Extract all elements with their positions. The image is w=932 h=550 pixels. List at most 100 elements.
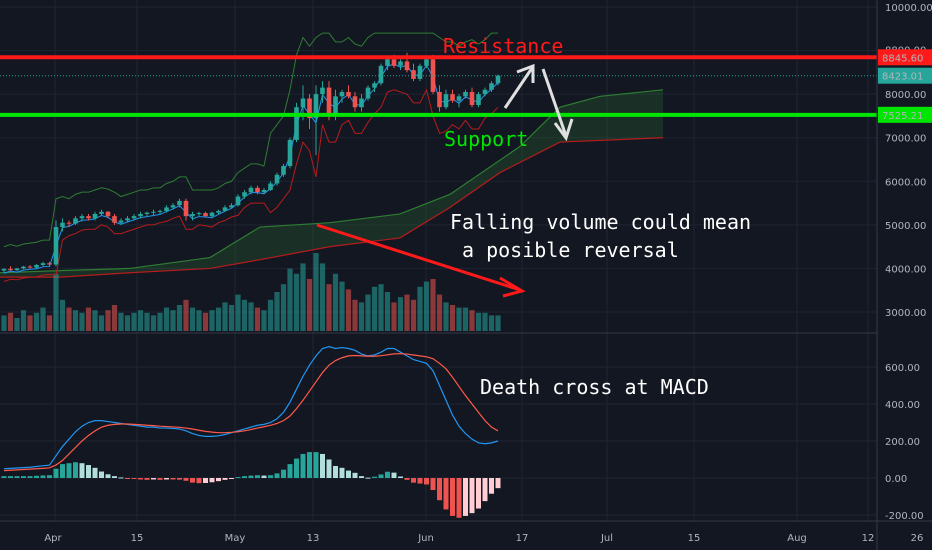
candle-body-27 [177, 200, 182, 206]
macd-hist-bar-60 [391, 472, 397, 478]
candle-body-70 [456, 96, 462, 101]
macd-hist-bar-8 [53, 468, 59, 478]
candle-41 [268, 181, 273, 191]
candle-4 [27, 264, 33, 269]
candle-body-17 [112, 216, 117, 223]
macd-hist-bar-25 [164, 478, 169, 480]
macd-line [3, 346, 499, 470]
candle-body-41 [268, 183, 273, 190]
price-tag-resistance: 8845.60 [878, 49, 932, 66]
macd-hist-bar-37 [242, 476, 247, 478]
candle-body-1 [8, 268, 13, 271]
candle-body-59 [385, 59, 390, 66]
candle-body-60 [391, 59, 397, 66]
candle-6 [40, 261, 46, 267]
candle-body-30 [196, 213, 202, 215]
price-tick-label-2: 5000.00 [885, 221, 926, 232]
candle-body-45 [294, 107, 299, 140]
volume-bar-32 [209, 310, 215, 331]
macd-hist-bar-51 [333, 465, 338, 478]
time-tick-label-8: Aug [787, 533, 807, 544]
candle-39 [255, 185, 260, 195]
up-arrowhead [516, 63, 535, 83]
candle-20 [131, 213, 137, 221]
candle-body-55 [359, 98, 364, 108]
annotations: Resistance Support Falling volume could … [316, 34, 751, 399]
price-tick-label-0: 3000.00 [885, 308, 926, 319]
candle-body-42 [274, 174, 280, 184]
macd-hist-bar-17 [112, 476, 117, 478]
volume-bar-21 [137, 310, 144, 331]
volume-bar-44 [287, 268, 293, 331]
time-tick-label-0: Apr [44, 533, 62, 544]
time-tick-label-1: 15 [131, 533, 144, 544]
candle-27 [177, 198, 182, 208]
macd-hist-bar-34 [222, 478, 228, 480]
volume-bar-42 [274, 292, 280, 331]
candle-body-75 [489, 83, 494, 90]
price-tag-label-resistance: 8845.60 [882, 53, 923, 64]
candle-body-34 [222, 207, 228, 211]
volume-bar-1 [7, 312, 14, 331]
macd-hist-bar-20 [131, 478, 137, 479]
macd-hist-bar-59 [385, 471, 390, 478]
candle-33 [216, 209, 221, 214]
volume-bar-37 [241, 299, 248, 331]
candle-38 [248, 185, 254, 195]
horizontal-levels[interactable] [0, 55, 877, 117]
candle-23 [151, 209, 156, 217]
macd-hist-bar-36 [235, 477, 241, 479]
candle-body-12 [79, 216, 85, 219]
volume-bar-29 [189, 307, 196, 331]
volume-bar-73 [475, 312, 482, 331]
candle-75 [489, 81, 494, 92]
candle-body-21 [138, 213, 143, 217]
candle-body-32 [209, 212, 215, 217]
candle-72 [469, 87, 475, 108]
candle-48 [313, 85, 319, 156]
candle-body-67 [437, 91, 442, 108]
lower-band-line [3, 88, 499, 282]
candle-body-9 [60, 222, 65, 228]
candle-57 [372, 81, 377, 92]
volume-bar-67 [436, 294, 443, 331]
macd-hist-bar-6 [40, 475, 46, 478]
candle-body-36 [235, 196, 241, 206]
volume-bar-0 [1, 315, 7, 331]
volume-bar-71 [462, 307, 469, 331]
candle-1 [8, 266, 13, 271]
candle-5 [34, 264, 39, 269]
macd-hist-bar-14 [92, 467, 98, 478]
candle-body-68 [443, 94, 449, 108]
candle-body-51 [333, 96, 338, 116]
candle-40 [261, 187, 267, 195]
macd-hist-bar-42 [274, 473, 280, 478]
volume-bar-41 [267, 299, 274, 331]
macd-tick-label-3: 400.00 [885, 400, 920, 411]
macd-hist-bar-71 [463, 478, 468, 516]
volume-bar-18 [118, 312, 124, 331]
volume-bar-6 [40, 307, 46, 331]
volume-bar-53 [345, 289, 352, 331]
candle-64 [417, 63, 423, 82]
candle-body-69 [450, 94, 455, 101]
volume-bar-60 [391, 302, 397, 331]
candle-56 [365, 85, 371, 101]
cloud-span-a [0, 89, 664, 274]
time-tick-label-3: 13 [307, 533, 320, 544]
candle-34 [222, 205, 228, 212]
volume-bar-54 [352, 299, 358, 331]
candle-73 [476, 91, 481, 108]
candle-21 [138, 211, 143, 219]
price-tick-label-3: 6000.00 [885, 177, 926, 188]
candle-body-16 [105, 211, 111, 217]
macd-hist-bar-3 [21, 476, 26, 478]
candle-16 [105, 210, 111, 219]
volume-bar-65 [423, 281, 430, 331]
candle-55 [359, 94, 364, 112]
candle-body-25 [164, 207, 169, 211]
macd-hist-bar-11 [73, 462, 78, 478]
candle-3 [21, 265, 26, 270]
candle-body-64 [417, 65, 423, 79]
